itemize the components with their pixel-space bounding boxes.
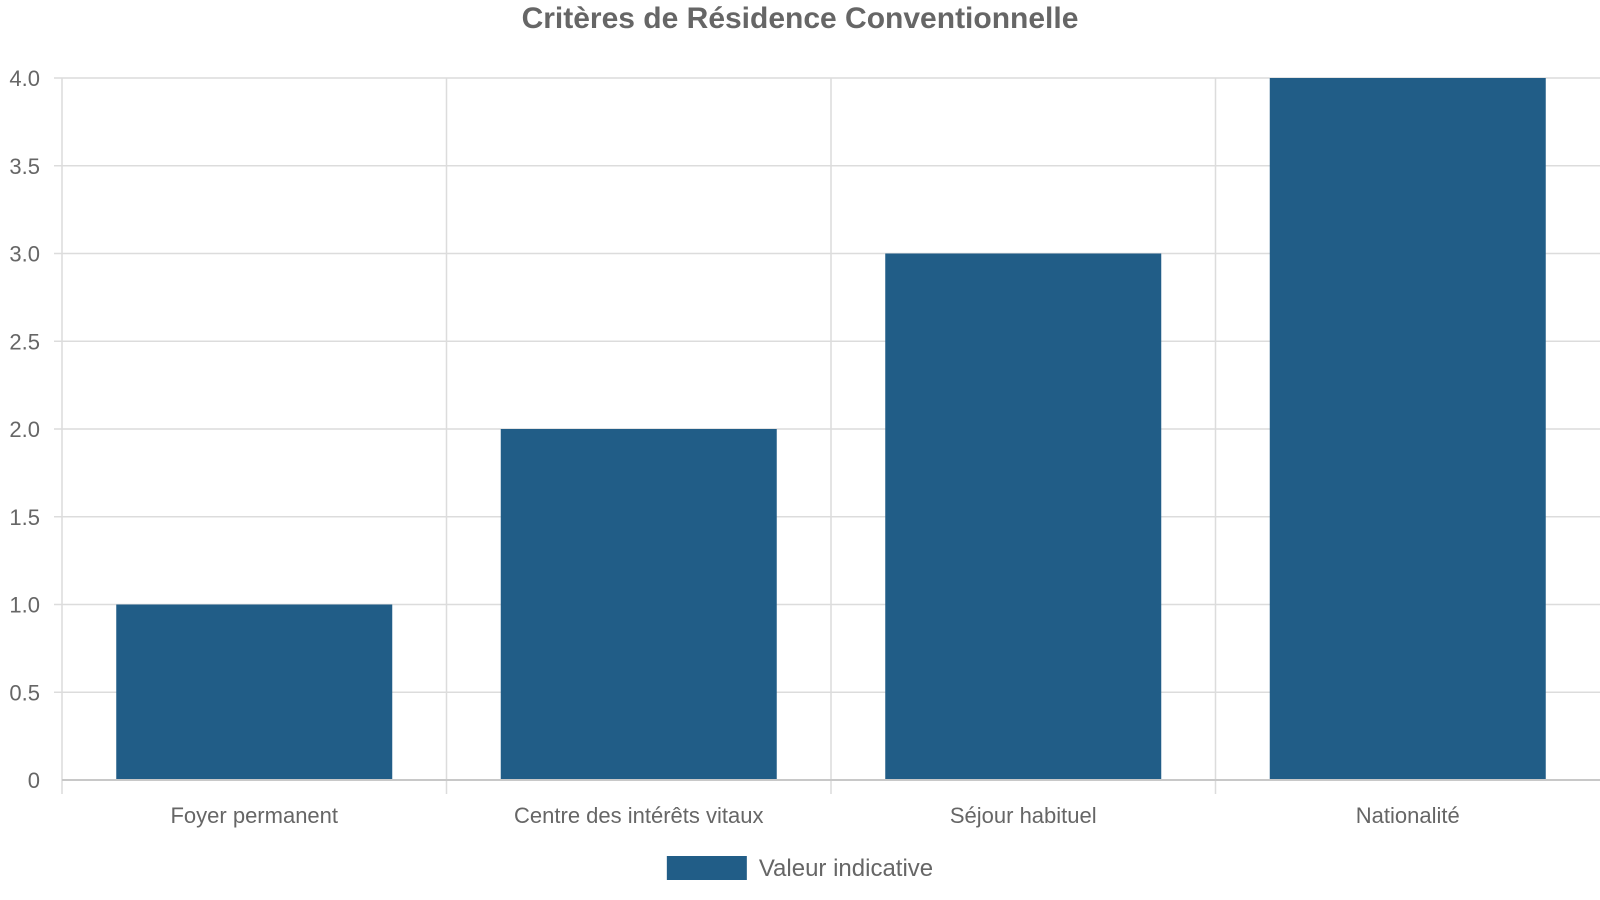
x-tick-label: Foyer permanent — [170, 803, 338, 828]
chart-title: Critères de Résidence Conventionnelle — [521, 2, 1079, 35]
y-tick-label: 0 — [28, 768, 40, 793]
legend[interactable]: Valeur indicative — [666, 855, 933, 882]
legend-label: Valeur indicative — [759, 855, 933, 882]
y-tick-label: 1.5 — [9, 505, 40, 530]
y-tick-label: 1.0 — [9, 593, 40, 618]
bar[interactable] — [116, 604, 393, 781]
legend-swatch — [666, 856, 747, 880]
x-tick-label: Centre des intérêts vitaux — [514, 803, 763, 828]
y-tick-label: 2.5 — [9, 329, 40, 354]
y-tick-label: 4.0 — [9, 66, 40, 91]
axis-layer: 0 0.5 1.0 1.5 2.0 2.5 3.0 3.5 4.0 Foyer permanent… — [9, 66, 1600, 828]
y-tick-label: 3.0 — [9, 242, 40, 267]
x-tick-label: Séjour habituel — [950, 803, 1097, 828]
y-tick-label: 0.5 — [9, 680, 40, 705]
bar[interactable] — [500, 429, 777, 780]
y-tick-label: 2.0 — [9, 417, 40, 442]
bars-layer — [116, 78, 1546, 780]
bar[interactable] — [885, 253, 1162, 781]
bar[interactable] — [1269, 78, 1546, 780]
y-tick-label: 3.5 — [9, 154, 40, 179]
x-tick-label: Nationalité — [1356, 803, 1460, 828]
